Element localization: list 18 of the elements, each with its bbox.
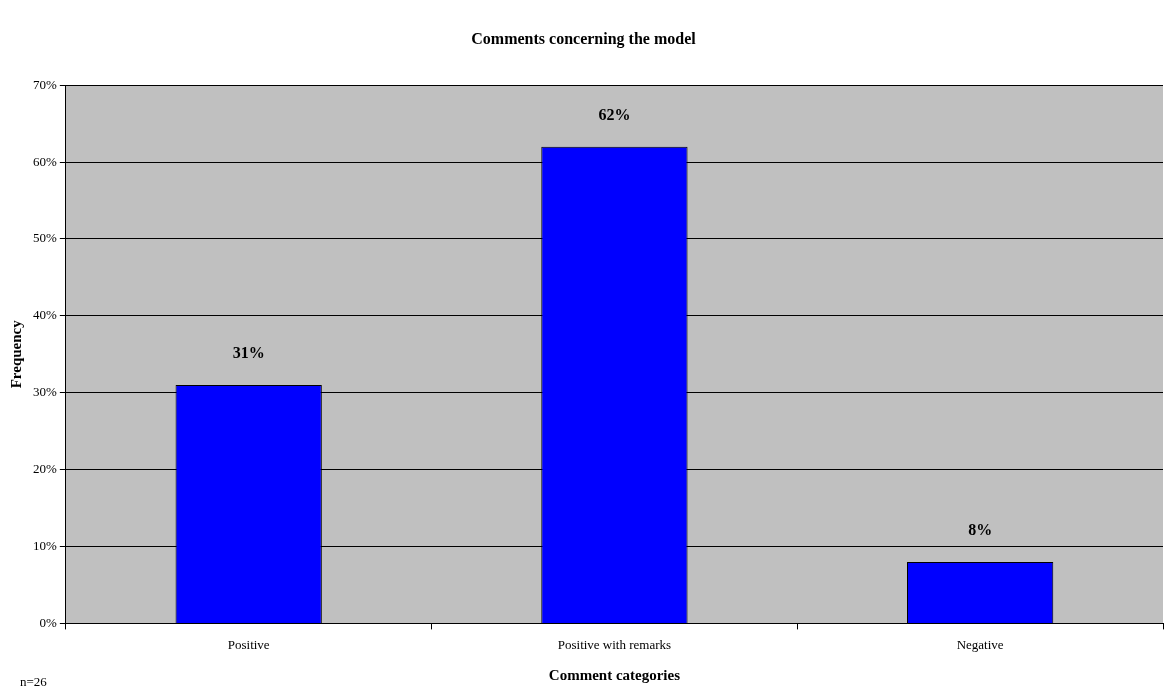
y-axis-title: Frequency <box>7 319 24 389</box>
x-tick-label: Negative <box>956 636 1004 652</box>
y-tick-label: 0% <box>39 614 57 630</box>
y-tick-label: 20% <box>32 461 57 477</box>
x-axis-title: Comment categories <box>548 666 681 683</box>
chart-title: Comments concerning the model <box>471 29 697 48</box>
y-tick-label: 50% <box>32 230 57 246</box>
y-tick-label: 10% <box>32 537 57 553</box>
y-tick-label: 40% <box>32 307 57 323</box>
x-tick-label: Positive <box>227 636 270 652</box>
data-label: 31% <box>232 344 265 362</box>
data-label: 8% <box>968 520 993 538</box>
y-tick-label: 30% <box>32 384 57 400</box>
y-tick-label: 70% <box>32 76 57 92</box>
text: n=26 <box>20 674 48 689</box>
data-label: 62% <box>598 105 631 123</box>
y-tick-label: 60% <box>32 153 57 169</box>
x-tick-label: Positive with remarks <box>557 636 672 652</box>
